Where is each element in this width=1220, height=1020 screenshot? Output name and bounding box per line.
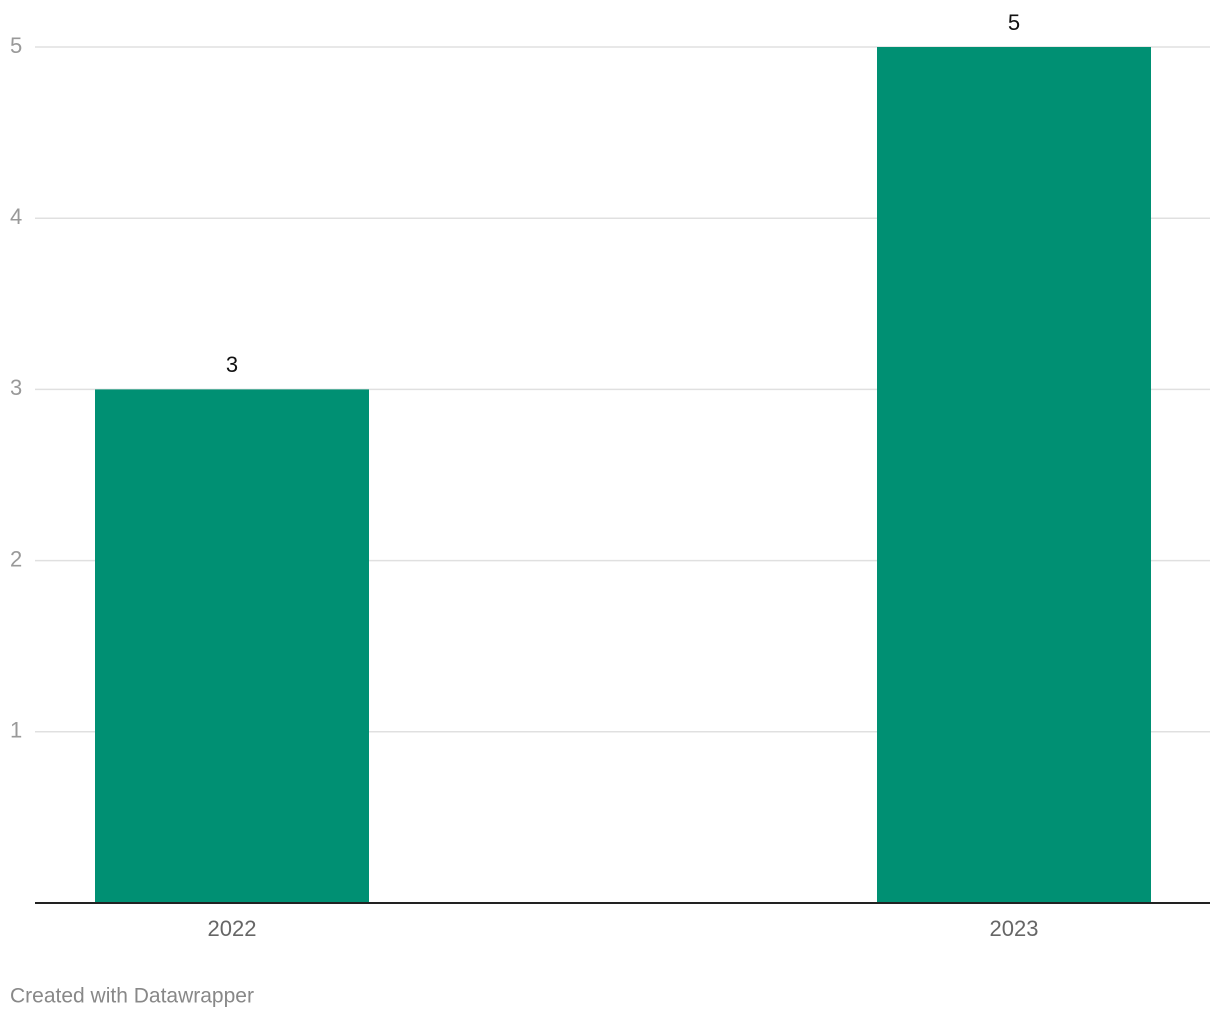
y-tick-label: 3: [10, 375, 22, 400]
x-tick-label: 2022: [208, 916, 257, 941]
footer: Created with Datawrapper: [10, 985, 254, 1008]
bar: [877, 47, 1151, 903]
x-tick-label: 2023: [990, 916, 1039, 941]
y-tick-label: 2: [10, 546, 22, 571]
y-tick-label: 1: [10, 718, 22, 743]
value-label: 5: [1008, 10, 1020, 35]
value-label: 3: [226, 352, 238, 377]
y-tick-label: 5: [10, 33, 22, 58]
y-tick-label: 4: [10, 204, 22, 229]
bar: [95, 389, 369, 903]
